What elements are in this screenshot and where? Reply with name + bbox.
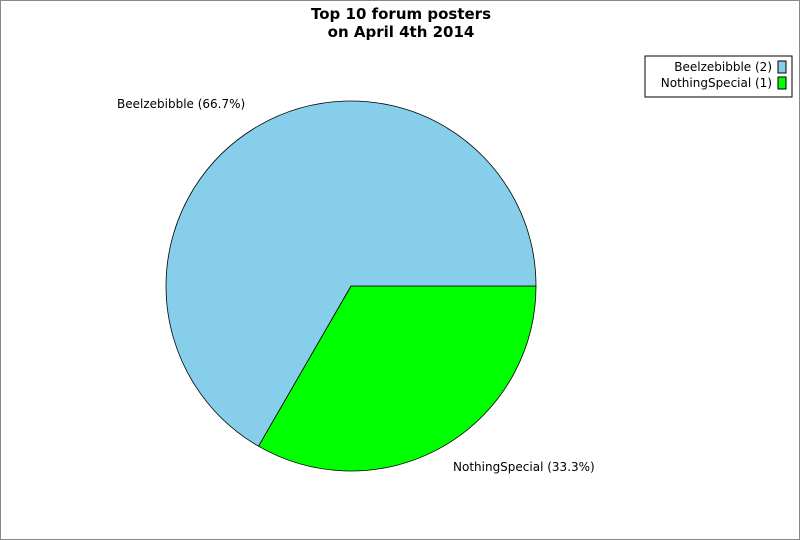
legend-swatch-nothingspecial bbox=[777, 76, 787, 90]
legend-swatch-beelzebibble bbox=[777, 60, 787, 74]
slice-label-beelzebibble: Beelzebibble (66.7%) bbox=[117, 97, 245, 111]
slice-label-nothingspecial: NothingSpecial (33.3%) bbox=[453, 460, 595, 474]
chart-title-line-1: Top 10 forum posters bbox=[311, 5, 491, 23]
pie-slice-beelzebibble bbox=[165, 100, 537, 447]
chart-title-line-2: on April 4th 2014 bbox=[328, 23, 475, 41]
legend: Beelzebibble (2) NothingSpecial (1) bbox=[644, 55, 793, 98]
pie-slice-nothingspecial bbox=[257, 285, 537, 472]
legend-label-nothingspecial: NothingSpecial (1) bbox=[661, 76, 772, 90]
legend-label-beelzebibble: Beelzebibble (2) bbox=[674, 60, 772, 74]
